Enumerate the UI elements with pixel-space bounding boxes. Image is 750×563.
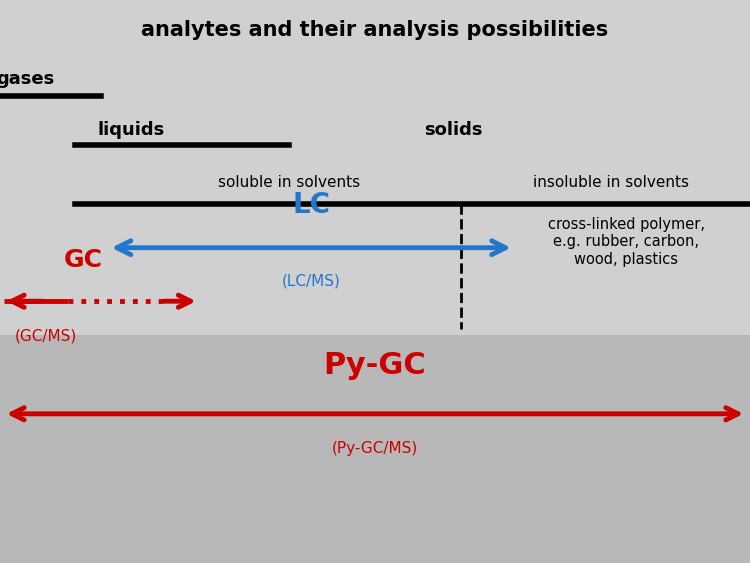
Text: gases: gases xyxy=(0,70,55,88)
Bar xyxy=(0,335,750,563)
Text: LC: LC xyxy=(292,191,330,220)
Text: insoluble in solvents: insoluble in solvents xyxy=(533,176,689,190)
Text: solids: solids xyxy=(424,121,483,139)
Text: (GC/MS): (GC/MS) xyxy=(15,329,77,343)
Text: (LC/MS): (LC/MS) xyxy=(282,274,340,289)
Text: soluble in solvents: soluble in solvents xyxy=(217,176,360,190)
Text: GC: GC xyxy=(64,248,103,272)
Text: cross-linked polymer,
e.g. rubber, carbon,
wood, plastics: cross-linked polymer, e.g. rubber, carbo… xyxy=(548,217,705,266)
Text: Py-GC: Py-GC xyxy=(324,351,426,381)
Text: analytes and their analysis possibilities: analytes and their analysis possibilitie… xyxy=(141,20,609,40)
Text: (Py-GC/MS): (Py-GC/MS) xyxy=(332,441,419,456)
Text: liquids: liquids xyxy=(98,121,165,139)
